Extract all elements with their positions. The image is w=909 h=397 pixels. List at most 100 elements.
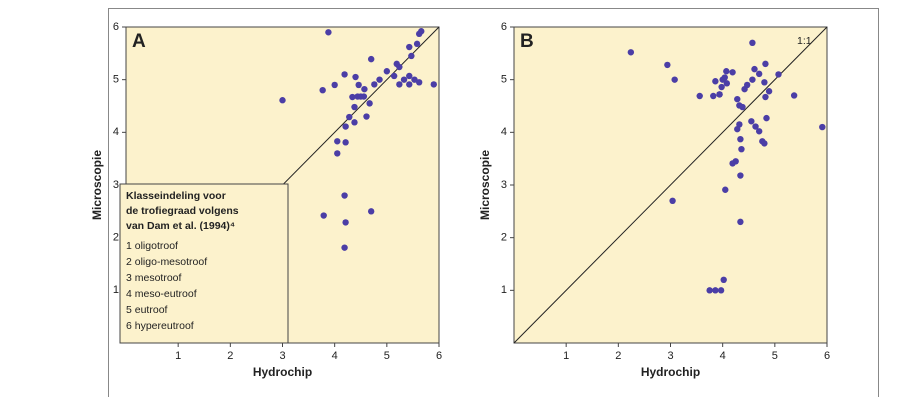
point	[408, 52, 415, 60]
y-axis-label: Microscopie	[90, 150, 104, 220]
x-tick-label: 6	[436, 350, 442, 362]
point	[411, 76, 418, 83]
point	[741, 85, 748, 93]
point	[396, 81, 403, 88]
x-axis-label: Hydrochip	[253, 365, 312, 379]
y-tick-label: 2	[113, 232, 119, 244]
legend-class: 1 oligotroof	[126, 240, 178, 252]
point	[669, 197, 676, 204]
legend-class: 4 meso-eutroof	[126, 288, 197, 300]
panel-label: B	[520, 31, 534, 52]
point	[376, 76, 383, 83]
legend-class: 3 mesotroof	[126, 272, 182, 284]
point	[762, 60, 769, 68]
point	[352, 73, 359, 81]
legend-class: 2 oligo-mesotroof	[126, 256, 207, 268]
point	[664, 61, 671, 69]
point	[383, 68, 391, 75]
point	[751, 65, 758, 73]
point	[366, 100, 373, 107]
point	[723, 68, 730, 75]
point	[355, 81, 362, 89]
x-tick-label: 1	[563, 350, 569, 362]
point	[363, 113, 370, 120]
x-tick-label: 6	[824, 350, 830, 362]
point	[418, 28, 425, 35]
point	[341, 71, 348, 78]
point	[706, 287, 713, 294]
point	[341, 244, 348, 251]
point	[718, 83, 725, 91]
point	[748, 118, 755, 125]
point	[737, 172, 744, 179]
legend-class: 6 hypereutroof	[126, 320, 194, 332]
legend-class: 5 eutroof	[126, 304, 168, 316]
frame	[108, 8, 879, 397]
point	[351, 119, 358, 126]
point	[360, 93, 368, 100]
x-tick-label: 3	[667, 350, 673, 362]
point	[712, 287, 719, 294]
point	[341, 192, 348, 199]
x-tick-label: 3	[279, 350, 285, 362]
point	[749, 76, 756, 83]
y-tick-label: 1	[113, 284, 119, 296]
point	[738, 145, 745, 153]
point	[325, 29, 332, 36]
point	[712, 78, 719, 85]
point	[723, 80, 731, 87]
y-tick-label: 4	[113, 126, 119, 138]
y-tick-label: 6	[501, 21, 507, 33]
x-tick-label: 5	[772, 350, 778, 362]
point	[367, 55, 375, 63]
y-tick-label: 3	[501, 179, 507, 191]
point	[734, 95, 741, 103]
point	[406, 43, 413, 51]
y-tick-label: 5	[113, 74, 119, 86]
point	[819, 123, 826, 131]
y-tick-label: 2	[501, 232, 507, 244]
point	[737, 218, 744, 226]
point	[320, 212, 327, 219]
point	[346, 113, 353, 121]
point	[415, 79, 423, 86]
x-tick-label: 2	[227, 350, 233, 362]
point	[761, 79, 768, 86]
point	[717, 287, 725, 294]
point	[351, 103, 358, 111]
point	[737, 135, 744, 143]
x-tick-label: 1	[175, 350, 181, 362]
point	[739, 103, 746, 111]
point	[710, 92, 717, 100]
point	[371, 81, 378, 88]
point	[430, 81, 437, 88]
point	[722, 186, 729, 193]
legend-heading: Klasseindeling voor	[126, 190, 226, 202]
legend-heading: de trofiegraad volgens	[126, 205, 239, 217]
point	[762, 93, 769, 101]
point	[721, 74, 728, 81]
point	[406, 72, 413, 80]
annotation: 1:1	[797, 35, 812, 47]
point	[729, 160, 736, 167]
y-tick-label: 5	[501, 74, 507, 86]
point	[763, 114, 770, 122]
point	[319, 87, 326, 94]
one-to-one-line	[513, 26, 828, 344]
point	[765, 88, 773, 95]
y-tick-label: 6	[113, 21, 119, 33]
point	[729, 69, 736, 76]
point	[342, 123, 349, 130]
point	[400, 76, 408, 83]
x-axis-label: Hydrochip	[641, 365, 700, 379]
point	[390, 72, 398, 80]
point	[334, 138, 341, 145]
point	[755, 70, 763, 78]
point	[752, 123, 759, 130]
point	[413, 40, 421, 48]
point	[755, 128, 763, 135]
point	[367, 208, 375, 215]
point	[696, 92, 703, 100]
x-tick-label: 4	[720, 350, 726, 362]
